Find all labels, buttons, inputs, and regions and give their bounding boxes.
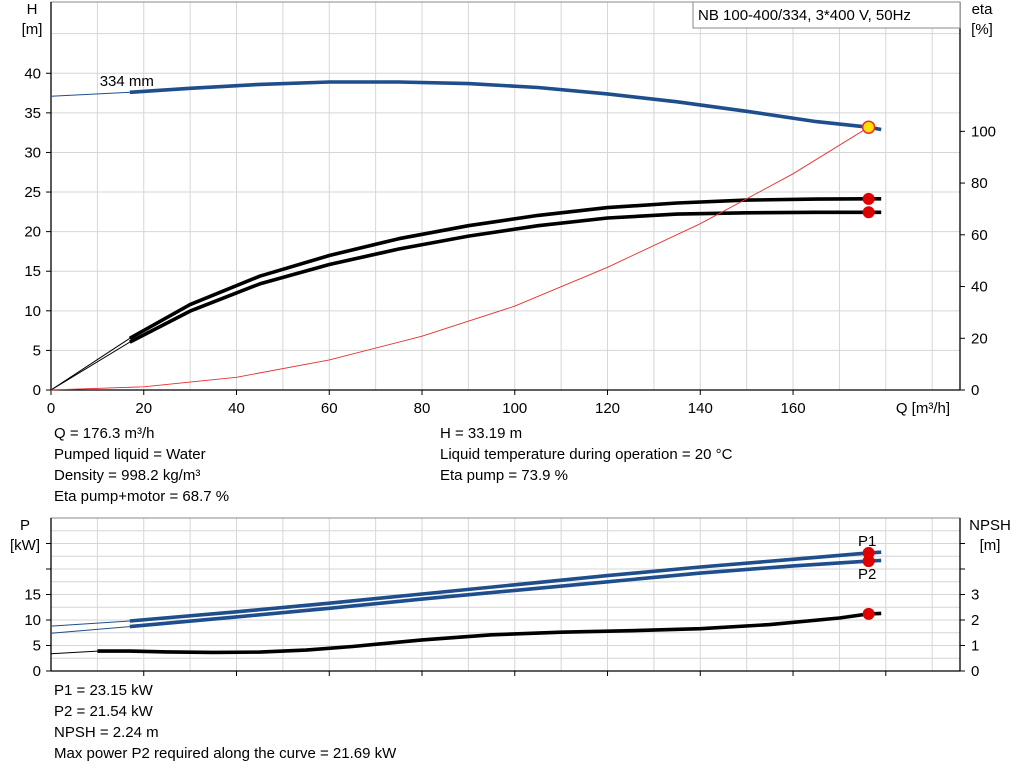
panel1-y2-tick-label: 60 bbox=[971, 227, 988, 244]
panel2-series-p1-line bbox=[129, 550, 882, 623]
panel2-y-tick-label: 5 bbox=[33, 638, 41, 655]
panel1-y2-tick-label: 20 bbox=[971, 330, 988, 347]
panel1-y-tick-label: 15 bbox=[24, 263, 41, 280]
panel2-duty-point-marker bbox=[862, 555, 875, 568]
panel1-y2-tick-label: 100 bbox=[971, 123, 996, 140]
panel1-y-axis-unit: [m] bbox=[22, 21, 43, 38]
chart-title: NB 100-400/334, 3*400 V, 50Hz bbox=[698, 7, 911, 24]
panel1-x-tick-label: 20 bbox=[135, 400, 152, 417]
panel2-y-tick-label: 10 bbox=[24, 612, 41, 629]
panel1-x-tick-label: 160 bbox=[781, 400, 806, 417]
info-liquid-temperature: Liquid temperature during operation = 20… bbox=[440, 446, 733, 463]
panel1-y2-tick-label: 40 bbox=[971, 279, 988, 296]
panel2-y-axis-label: P bbox=[20, 517, 30, 534]
panel1-y-tick-label: 20 bbox=[24, 224, 41, 241]
panel2-duty-point-marker bbox=[862, 546, 875, 559]
panel1-y-tick-label: 0 bbox=[33, 382, 41, 399]
panel1-series-2-line-thin bbox=[50, 337, 131, 391]
panel2-series-p2-line bbox=[129, 558, 882, 629]
panel1-y-tick-label: 30 bbox=[24, 144, 41, 161]
info-top-right: H = 33.19 m Liquid temperature during op… bbox=[440, 423, 732, 486]
info-pumped-liquid: Pumped liquid = Water bbox=[54, 446, 206, 463]
panel2-y2-tick-label: 0 bbox=[971, 663, 979, 680]
panel2-y2-tick-label: 2 bbox=[971, 612, 979, 629]
info-p1: P1 = 23.15 kW bbox=[54, 682, 153, 699]
panel1-x-tick-label: 100 bbox=[502, 400, 527, 417]
panel1-y2-tick-label: 0 bbox=[971, 382, 979, 399]
info-eta-pump-motor: Eta pump+motor = 68.7 % bbox=[54, 488, 230, 505]
panel1-series-4-line bbox=[50, 126, 869, 391]
panel1-series-334-mm-line-thin bbox=[50, 91, 130, 97]
panel1-x-tick-label: 0 bbox=[47, 400, 55, 417]
panel1-duty-point-marker bbox=[862, 192, 875, 205]
panel2-y-tick-label: 15 bbox=[24, 587, 41, 604]
panel2-y2-tick-label: 1 bbox=[971, 638, 979, 655]
curve-label-334mm: 334 mm bbox=[100, 73, 154, 90]
panel1-y-tick-label: 5 bbox=[33, 342, 41, 359]
info-p2: P2 = 21.54 kW bbox=[54, 703, 153, 720]
panel2-series-p2-line-thin bbox=[50, 626, 130, 634]
panel2-series-3-line-thin bbox=[50, 650, 98, 655]
info-density: Density = 998.2 kg/m³ bbox=[54, 467, 201, 484]
panel2-y-tick-label: 0 bbox=[33, 663, 41, 680]
panel1-duty-point-marker bbox=[861, 120, 876, 134]
panel1-x-tick-label: 60 bbox=[321, 400, 338, 417]
panel1-duty-point-marker bbox=[862, 206, 875, 219]
panel1-series-3-line-thin bbox=[50, 341, 131, 391]
panel1-plot-area bbox=[51, 2, 960, 390]
panel1-x-tick-label: 120 bbox=[595, 400, 620, 417]
info-eta-pump: Eta pump = 73.9 % bbox=[440, 467, 568, 484]
panel2-y2-axis-unit: [m] bbox=[980, 537, 1001, 554]
panel1-y-axis-label: H bbox=[27, 1, 38, 18]
panel1-y-tick-label: 40 bbox=[24, 65, 41, 82]
panel1-y-tick-label: 10 bbox=[24, 303, 41, 320]
info-head: H = 33.19 m bbox=[440, 425, 523, 442]
info-top-left: Q = 176.3 m³/h Pumped liquid = Water Den… bbox=[54, 423, 229, 507]
panel2-y-axis-unit: [kW] bbox=[10, 537, 40, 554]
panel2-duty-point-marker bbox=[862, 607, 875, 620]
info-npsh: NPSH = 2.24 m bbox=[54, 724, 159, 741]
panel1-x-tick-label: 80 bbox=[414, 400, 431, 417]
panel1-y2-axis-unit: [%] bbox=[971, 21, 993, 38]
panel2-y2-axis-label: NPSH bbox=[969, 517, 1011, 534]
panel2-y2-tick-label: 3 bbox=[971, 587, 979, 604]
panel1-series-2-line bbox=[128, 197, 882, 340]
panel2-series-p1-line-thin bbox=[50, 620, 130, 627]
chart-title-box bbox=[692, 1, 961, 29]
panel1-y-tick-label: 25 bbox=[24, 184, 41, 201]
info-bottom: P1 = 23.15 kW P2 = 21.54 kW NPSH = 2.24 … bbox=[54, 680, 396, 764]
series-label-p2: P2 bbox=[858, 566, 876, 583]
panel1-series-334-mm-line bbox=[129, 80, 882, 132]
panel1-y-tick-label: 35 bbox=[24, 105, 41, 122]
panel2-series-3-line bbox=[97, 611, 882, 655]
panel1-y2-tick-label: 80 bbox=[971, 175, 988, 192]
panel1-series-3-line bbox=[128, 210, 882, 344]
panel1-x-tick-label: 140 bbox=[688, 400, 713, 417]
panel1-x-axis-label: Q [m³/h] bbox=[896, 400, 950, 417]
panel1-x-tick-label: 40 bbox=[228, 400, 245, 417]
panel1-y2-axis-label: eta bbox=[972, 1, 994, 18]
info-q: Q = 176.3 m³/h bbox=[54, 425, 155, 442]
info-max-power: Max power P2 required along the curve = … bbox=[54, 745, 397, 762]
series-label-p1: P1 bbox=[858, 533, 876, 550]
